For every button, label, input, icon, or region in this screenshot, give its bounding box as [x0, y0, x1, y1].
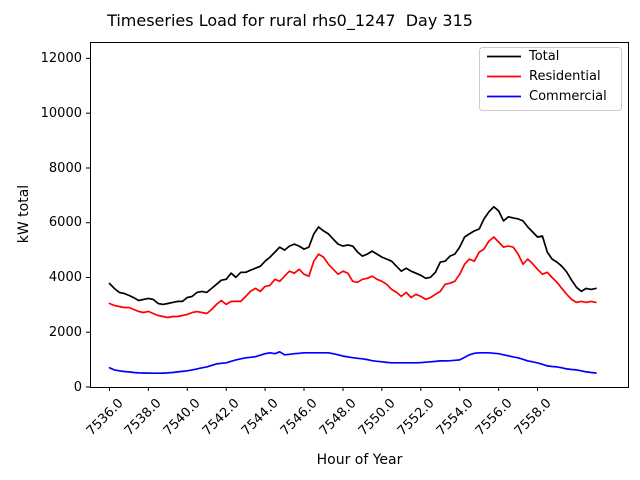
y-tick-label: 8000	[48, 160, 82, 176]
x-axis-label: Hour of Year	[316, 452, 403, 468]
series-residential	[108, 236, 597, 319]
legend-label-residential: Residential	[529, 69, 601, 84]
y-tick-label: 4000	[48, 270, 82, 285]
y-tick-label: 12000	[40, 50, 82, 66]
legend-label-total: Total	[529, 49, 560, 64]
y-tick-label: 10000	[40, 105, 82, 121]
legend-box	[479, 47, 622, 111]
axes-frame	[90, 42, 629, 388]
y-tick-label: 2000	[48, 324, 82, 340]
y-tick-label: 0	[73, 379, 82, 395]
chart-title: Timeseries Load for rural rhs0_1247 Day …	[107, 11, 473, 30]
legend-label-commercial: Commercial	[529, 89, 607, 104]
series-total	[108, 205, 597, 306]
y-tick-label: 6000	[48, 215, 82, 231]
series-commercial	[108, 350, 597, 375]
